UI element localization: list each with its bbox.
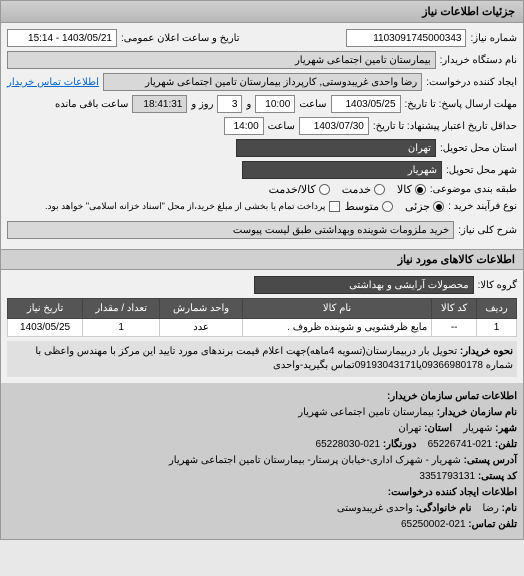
phone2-label: تلفن تماس: [468,519,517,530]
contact-title: اطلاعات تماس سازمان خریدار: [387,391,517,402]
number-label: شماره نیاز: [470,33,517,44]
radio-both-label: کالا/خدمت [269,183,316,196]
td-date: 1403/05/25 [8,319,83,337]
radio-goods-item[interactable]: کالا [397,183,426,196]
buyer-label: نام دستگاه خریدار: [440,55,517,66]
radio-small-label: جزئی [405,200,430,213]
days-label: و [246,99,251,110]
th-date: تاریخ نیاز [8,299,83,319]
th-name: نام کالا [242,299,431,319]
creator-title: اطلاعات ایجاد کننده درخواست: [388,487,517,498]
fax-label: دورنگار: [383,439,417,450]
treasury-checkbox[interactable] [329,201,340,212]
main-panel: جزئیات اطلاعات نیاز شماره نیاز: 11030917… [0,0,524,540]
deadline-label: مهلت ارسال پاسخ: تا تاریخ: [405,99,517,110]
org-label: نام سازمان خریدار: [437,407,517,418]
time-label-2: ساعت [268,121,295,132]
contact-link[interactable]: اطلاعات تماس خریدار [7,77,99,88]
requester-field: رضا واحدی غریبدوستی, کارپرداز بیمارستان … [103,73,422,91]
radio-both-item[interactable]: کالا/خدمت [269,183,330,196]
table-row[interactable]: 1 -- مایع ظرفشویی و شوینده ظروف . عدد 1 … [8,319,517,337]
family-value: واحدی غریبدوستی [337,503,413,514]
radio-service[interactable] [374,184,385,195]
validity-date: 1403/07/30 [299,117,369,135]
radio-goods-label: کالا [397,183,412,196]
delivery-note-box: نحوه خریدار: تحویل بار دربیمارستان(تسویه… [7,341,517,377]
goods-section: گروه کالا: محصولات آرایشی و بهداشتی ردیف… [1,270,523,383]
announce-label: تاریخ و ساعت اعلان عمومی: [121,33,240,44]
org-value: بیمارستان تامین اجتماعی شهریار [298,407,434,418]
province-label: استان محل تحویل: [440,143,517,154]
td-code: -- [432,319,477,337]
goods-section-title: اطلاعات کالاهای مورد نیاز [1,249,523,270]
validity-time: 14:00 [224,117,264,135]
contact-province-label: استان: [424,423,452,434]
remaining-suffix: ساعت باقی مانده [55,99,128,110]
phone-label: تلفن: [495,439,517,450]
th-unit: واحد شمارش [160,299,243,319]
budget-radio-group: کالا خدمت کالا/خدمت [269,183,426,196]
family-label: نام خانوادگی: [416,503,472,514]
budget-label: طبقه بندی موضوعی: [430,184,517,195]
goods-group-label: گروه کالا: [478,280,517,291]
address-label: آدرس پستی: [464,455,517,466]
process-radio-group: جزئی متوسط [344,200,444,213]
td-name: مایع ظرفشویی و شوینده ظروف . [242,319,431,337]
radio-both[interactable] [319,184,330,195]
radio-goods[interactable] [415,184,426,195]
th-qty: تعداد / مقدار [83,299,160,319]
radio-medium-label: متوسط [344,200,379,213]
table-header-row: ردیف کد کالا نام کالا واحد شمارش تعداد /… [8,299,517,319]
process-note: پرداخت تمام یا بخشی از مبلغ خرید،از محل … [45,201,325,212]
panel-title: جزئیات اطلاعات نیاز [1,1,523,23]
th-code: کد کالا [432,299,477,319]
delivery-note-label: نحوه خریدار: [460,346,513,357]
goods-table: ردیف کد کالا نام کالا واحد شمارش تعداد /… [7,298,517,337]
form-section: شماره نیاز: 1103091745000343 تاریخ و ساع… [1,23,523,249]
process-label: نوع فرآیند خرید : [448,201,517,212]
phone-value: 021-65226741 [428,439,493,450]
radio-medium[interactable] [382,201,393,212]
td-unit: عدد [160,319,243,337]
contact-city-value: شهریار [463,423,492,434]
td-row: 1 [477,319,517,337]
desc-label: شرح کلی نیاز: [458,225,517,236]
phone2-value: 021-65250002 [401,519,466,530]
fax-value: 021-65228030 [316,439,381,450]
postal-value: 3351793131 [419,471,475,482]
requester-label: ایجاد کننده درخواست: [426,77,517,88]
deadline-date: 1403/05/25 [331,95,401,113]
number-field: 1103091745000343 [346,29,466,47]
desc-field: خرید ملزومات شوینده وبهداشتی طبق لیست پی… [7,221,454,239]
radio-small[interactable] [433,201,444,212]
th-row: ردیف [477,299,517,319]
contact-city-label: شهر: [495,423,517,434]
time-label-1: ساعت [299,99,326,110]
name-value: رضا [482,503,498,514]
remaining-time: 18:41:31 [132,95,187,113]
contact-province-value: تهران [398,423,421,434]
radio-service-item[interactable]: خدمت [342,183,385,196]
remaining-label: روز و [191,99,213,110]
validity-label: حداقل تاریخ اعتبار پیشنهاد: تا تاریخ: [373,121,517,132]
buyer-field: بیمارستان تامین اجتماعی شهریار [7,51,436,69]
radio-service-label: خدمت [342,183,371,196]
deadline-time: 10:00 [255,95,295,113]
city-label: شهر محل تحویل: [446,165,517,176]
delivery-note: تحویل بار دربیمارستان(تسویه 4ماهه)جهت اع… [35,346,513,371]
address-value: شهریار - شهرک اداری-خیابان پرستار- بیمار… [169,455,461,466]
city-field: شهریار [242,161,442,179]
province-field: تهران [236,139,436,157]
td-qty: 1 [83,319,160,337]
goods-group-field: محصولات آرایشی و بهداشتی [254,276,474,294]
announce-field: 1403/05/21 - 15:14 [7,29,117,47]
radio-small-item[interactable]: جزئی [405,200,444,213]
contact-section: اطلاعات تماس سازمان خریدار: نام سازمان خ… [1,383,523,539]
postal-label: کد پستی: [478,471,517,482]
days-value: 3 [217,95,242,113]
radio-medium-item[interactable]: متوسط [344,200,393,213]
name-label: نام: [502,503,517,514]
